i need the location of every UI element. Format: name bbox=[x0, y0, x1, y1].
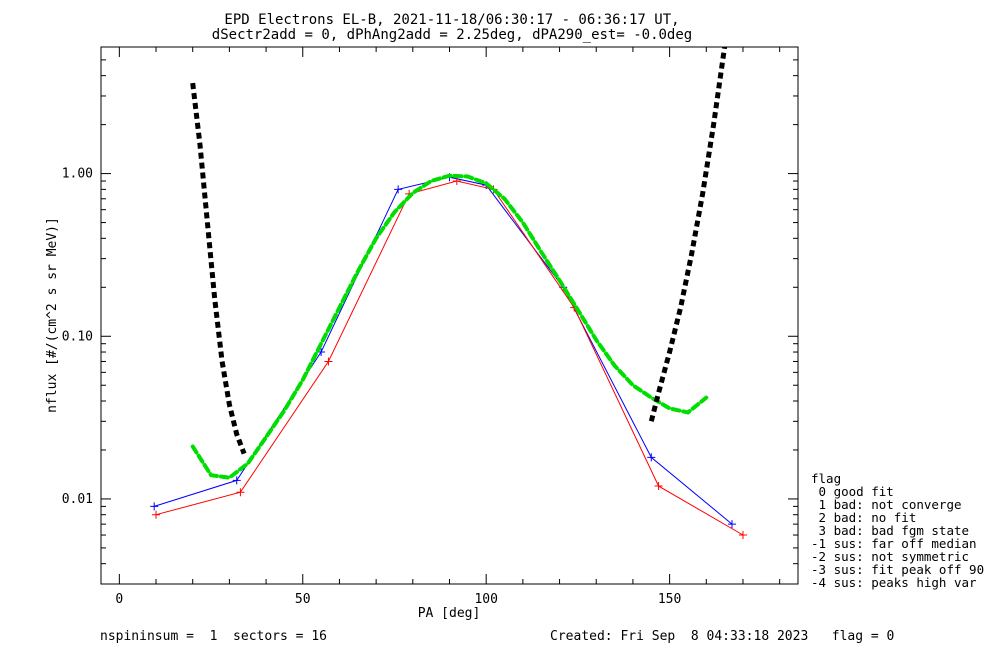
series-red-line bbox=[155, 180, 744, 536]
series-red-point bbox=[324, 357, 333, 366]
series-red-point bbox=[654, 482, 663, 491]
series-red-point bbox=[152, 510, 161, 519]
x-axis-label: PA [deg] bbox=[418, 606, 481, 621]
series-blue-point bbox=[727, 520, 736, 529]
series-red-point bbox=[236, 488, 245, 497]
legend: flag 0 good fit 1 bad: not converge 2 ba… bbox=[811, 471, 984, 590]
legend-entry: -3 sus: fit peak off 90 bbox=[811, 562, 984, 577]
x-tick-label: 0 bbox=[115, 592, 123, 607]
legend-entry: 1 bad: not converge bbox=[811, 497, 962, 512]
y-tick-label: 0.10 bbox=[62, 329, 93, 344]
y-tick-label: 0.01 bbox=[62, 492, 93, 507]
legend-entry: 2 bad: no fit bbox=[811, 510, 916, 525]
model-curve-black bbox=[190, 82, 247, 455]
legend-entry: -2 sus: not symmetric bbox=[811, 549, 969, 564]
legend-entry: -1 sus: far off median bbox=[811, 536, 977, 551]
y-tick-label: 1.00 bbox=[62, 167, 93, 182]
model-curve-black bbox=[648, 47, 728, 422]
series-blue-line bbox=[154, 176, 733, 525]
x-tick-label: 150 bbox=[658, 592, 681, 607]
legend-entry: 0 good fit bbox=[811, 484, 894, 499]
chart-title-line1: EPD Electrons EL-B, 2021-11-18/06:30:17 … bbox=[224, 12, 679, 28]
series-blue-point bbox=[647, 453, 656, 462]
series-red-point bbox=[738, 531, 747, 540]
x-tick-label: 50 bbox=[295, 592, 311, 607]
y-axis-label: nflux [#/(cm^2 s sr MeV)] bbox=[45, 217, 60, 413]
footer-left: nspininsum = 1 sectors = 16 bbox=[100, 629, 327, 644]
legend-entry: -4 sus: peaks high var bbox=[811, 575, 977, 590]
legend-entry: 3 bad: bad fgm state bbox=[811, 523, 969, 538]
x-tick-label: 100 bbox=[474, 592, 497, 607]
fit-curve-green bbox=[190, 173, 709, 480]
ticks-group: 0 50 100 150 0.01 0.10 1.00 bbox=[62, 46, 798, 607]
series-blue-point bbox=[150, 502, 159, 511]
traces-group bbox=[150, 47, 747, 540]
legend-title: flag bbox=[811, 471, 841, 486]
series-blue-point bbox=[232, 476, 241, 485]
series-red-point bbox=[452, 177, 461, 186]
plot-frame bbox=[100, 46, 799, 585]
series-blue-point bbox=[394, 185, 403, 194]
chart-title-line2: dSectr2add = 0, dPhAng2add = 2.25deg, dP… bbox=[212, 27, 692, 43]
footer-right: Created: Fri Sep 8 04:33:18 2023 flag = … bbox=[550, 629, 894, 644]
